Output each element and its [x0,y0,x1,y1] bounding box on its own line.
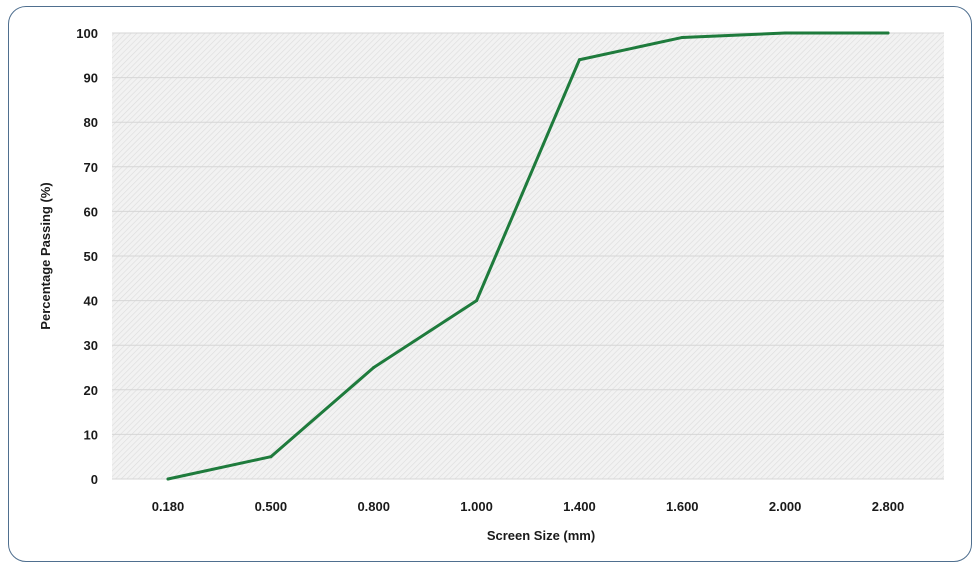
x-tick-label: 0.180 [152,499,185,514]
data-point [886,31,890,35]
y-tick-label: 60 [84,204,98,219]
series-line [166,31,890,481]
x-tick-label: 1.000 [460,499,493,514]
y-tick-label: 10 [84,427,98,442]
y-axis-ticks: 0 10 20 30 40 50 60 70 80 90 100 [76,26,98,487]
y-tick-label: 20 [84,383,98,398]
x-tick-label: 2.800 [872,499,905,514]
x-tick-label: 0.500 [255,499,288,514]
x-tick-label: 1.400 [563,499,596,514]
data-point [783,31,787,35]
data-point [680,35,684,39]
y-tick-label: 50 [84,249,98,264]
y-tick-label: 0 [91,472,98,487]
x-tick-label: 1.600 [666,499,699,514]
y-tick-label: 90 [84,71,98,86]
x-axis-title: Screen Size (mm) [487,528,595,543]
data-point [166,477,170,481]
y-tick-label: 40 [84,294,98,309]
y-tick-label: 80 [84,115,98,130]
x-axis-ticks: 0.180 0.500 0.800 1.000 1.400 1.600 2.000 2.800 [152,499,905,514]
y-axis-title: Percentage Passing (%) [38,182,53,329]
data-point [475,299,479,303]
y-tick-label: 70 [84,160,98,175]
y-tick-label: 30 [84,338,98,353]
data-point [372,366,376,369]
y-tick-label: 100 [76,26,98,41]
data-point [577,58,581,62]
x-tick-label: 0.800 [357,499,390,514]
x-tick-label: 2.000 [769,499,802,514]
data-point [269,455,273,459]
